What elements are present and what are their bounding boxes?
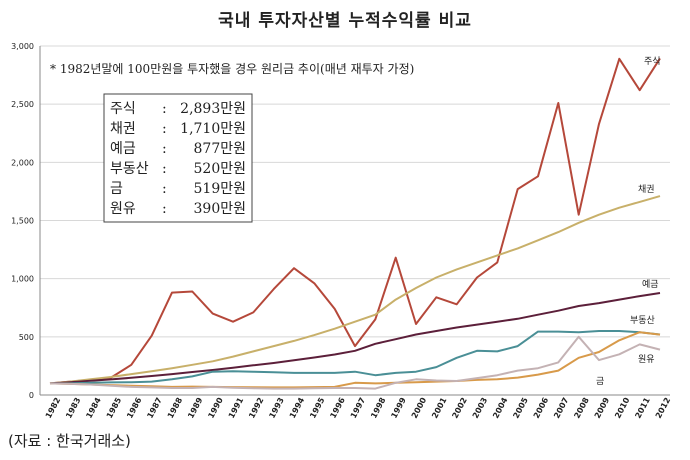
x-tick-label: 2012	[654, 396, 672, 420]
x-tick-label: 2009	[593, 396, 612, 420]
summary-label: 부동산	[110, 161, 149, 177]
summary-label: 원유	[110, 201, 136, 217]
x-tick-label: 1982	[44, 396, 62, 420]
summary-label: 예금	[110, 141, 136, 157]
series-label: 원유	[638, 354, 655, 365]
x-tick-label: 1998	[369, 396, 388, 420]
x-tick-label: 2006	[532, 396, 551, 420]
y-tick-label: 2,500	[11, 100, 34, 109]
x-tick-label: 1992	[247, 396, 265, 420]
summary-value: 520만원	[194, 161, 246, 177]
x-tick-label: 1986	[125, 396, 144, 420]
series-label: 주식	[644, 56, 661, 67]
x-tick-label: 1997	[349, 396, 367, 420]
y-tick-label: 1,500	[11, 217, 34, 226]
chart-note: * 1982년말에 100만원을 투자했을 경우 원리금 추이(매년 재투자 가…	[50, 62, 414, 76]
source-caption: (자료 : 한국거래소)	[8, 432, 131, 450]
summary-separator: :	[162, 201, 167, 217]
summary-label: 금	[110, 181, 123, 197]
x-tick-label: 1988	[166, 396, 185, 420]
x-tick-label: 2010	[613, 396, 632, 420]
x-tick-label: 2003	[471, 396, 489, 420]
x-tick-label: 2008	[572, 396, 591, 420]
summary-value: 519만원	[194, 181, 246, 197]
x-tick-label: 1991	[227, 396, 246, 420]
x-tick-label: 1999	[389, 396, 408, 420]
y-tick-label: 3,000	[11, 42, 34, 51]
y-tick-label: 500	[19, 333, 34, 342]
series-line	[50, 330, 661, 385]
x-tick-label: 2005	[511, 396, 530, 420]
series-line	[49, 331, 661, 389]
summary-label: 채권	[110, 121, 136, 137]
chart-title: 국내 투자자산별 누적수익률 비교	[218, 11, 472, 31]
series-label: 부동산	[630, 315, 655, 326]
x-tick-label: 2001	[430, 396, 449, 420]
y-tick-label: 2,000	[11, 158, 34, 167]
summary-box: 주식:2,893만원채권:1,710만원예금:877만원부동산:520만원금:5…	[103, 93, 253, 223]
x-tick-label: 1990	[206, 396, 225, 420]
summary-label: 주식	[110, 101, 136, 117]
x-tick-label: 1985	[105, 396, 124, 420]
summary-separator: :	[162, 121, 167, 137]
x-tick-label: 1983	[64, 396, 82, 420]
series-label: 예금	[642, 279, 659, 290]
summary-separator: :	[162, 101, 167, 117]
series-line	[49, 195, 661, 385]
x-tick-label: 1987	[145, 396, 163, 420]
series-label: 금	[596, 376, 604, 387]
x-tick-label: 1984	[84, 396, 103, 420]
x-tick-label: 1995	[308, 396, 327, 420]
summary-value: 390만원	[194, 201, 246, 217]
series-line	[49, 57, 661, 385]
x-tick-label: 2000	[410, 396, 429, 420]
x-tick-label: 2002	[450, 396, 468, 420]
y-tick-label: 0	[29, 391, 34, 400]
summary-separator: :	[162, 141, 167, 157]
summary-separator: :	[162, 181, 167, 197]
x-tick-label: 2004	[491, 396, 510, 420]
x-tick-label: 2007	[552, 396, 570, 420]
x-tick-label: 1993	[267, 396, 285, 420]
y-tick-label: 1,000	[11, 275, 34, 284]
summary-value: 2,893만원	[180, 101, 246, 117]
x-axis-ticks: 1982 1983 1984 1985 1986 1987 1988 1989 1990 1991…	[44, 396, 672, 420]
y-axis-ticks: 0 500 1,000 1,500 2,000 2,500 3,000	[11, 42, 34, 400]
series-line	[49, 292, 661, 385]
x-tick-label: 1989	[186, 396, 205, 420]
summary-separator: :	[162, 161, 167, 177]
x-tick-label: 1996	[328, 396, 347, 420]
series-line	[49, 335, 661, 390]
x-tick-label: 1994	[288, 396, 307, 420]
summary-value: 877만원	[194, 141, 246, 157]
summary-value: 1,710만원	[180, 121, 246, 137]
series-label: 채권	[638, 183, 655, 195]
x-tick-label: 2011	[633, 396, 652, 420]
series-lines	[49, 57, 661, 390]
gridlines	[39, 45, 670, 396]
